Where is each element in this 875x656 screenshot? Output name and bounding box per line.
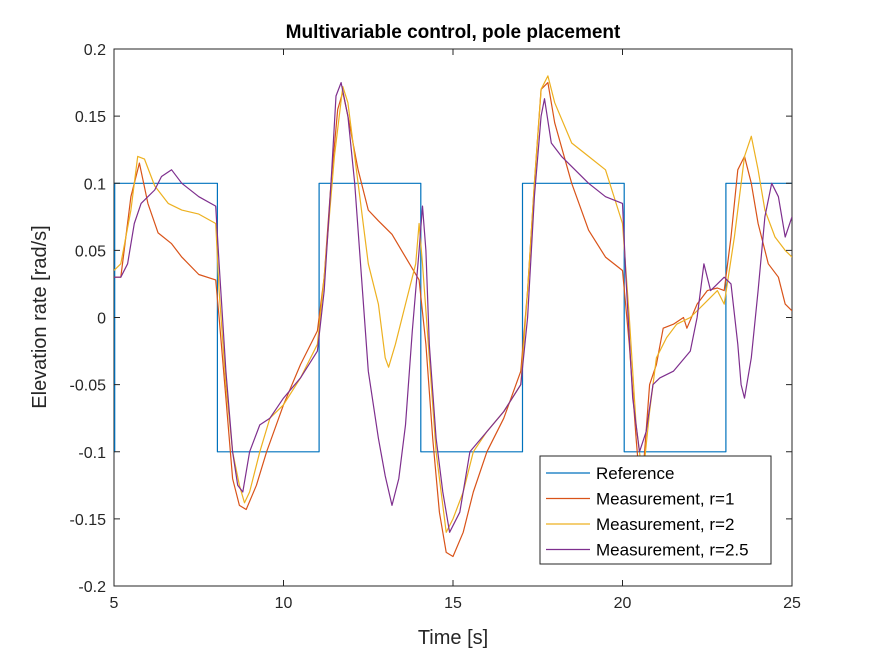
y-tick-label: -0.1: [78, 445, 106, 462]
y-tick-label: -0.2: [78, 579, 106, 596]
chart-title: Multivariable control, pole placement: [286, 22, 621, 43]
legend-entries: Reference Measurement, r=1 Measurement, r=…: [546, 464, 749, 560]
x-tick-label: 25: [783, 595, 801, 612]
y-tick-label: 0.15: [75, 109, 106, 126]
x-axis-label: Time [s]: [418, 627, 488, 649]
legend-label: Measurement, r=2: [596, 515, 734, 534]
x-tick-label: 10: [275, 595, 293, 612]
y-tick-label: -0.15: [70, 512, 107, 529]
legend-box: [539, 455, 772, 565]
legend: Reference Measurement, r=1 Measurement, r=…: [539, 455, 772, 565]
legend-label: Reference: [596, 464, 674, 483]
y-tick-label: 0: [97, 311, 106, 328]
tick-layer: 5 10 15 20 25 -0.2 -0.15 -0.1 -0.05 0 0.05 0.1 0.15 0…: [70, 42, 801, 612]
x-tick-label: 15: [444, 595, 462, 612]
series-layer: [114, 75, 792, 558]
legend-label: Measurement, r=1: [596, 490, 734, 509]
y-tick-label: -0.05: [70, 378, 107, 395]
series-line-reference: [114, 182, 792, 453]
plot-area: 5 10 15 20 25 -0.2 -0.15 -0.1 -0.05 0 0.05 0.1 0.15 0…: [70, 42, 801, 612]
x-tick-label: 5: [110, 595, 119, 612]
y-tick-label: 0.2: [84, 42, 106, 59]
legend-label: Measurement, r=2.5: [596, 541, 749, 560]
x-tick-label: 20: [614, 595, 632, 612]
series-line-measurement-r-2-5: [114, 81, 792, 533]
y-tick-label: 0.1: [84, 176, 106, 193]
y-axis-label: Elevation rate [rad/s]: [29, 225, 51, 408]
y-tick-label: 0.05: [75, 243, 106, 260]
